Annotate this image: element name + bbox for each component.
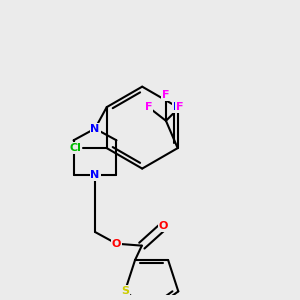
Text: N: N <box>90 124 100 134</box>
Text: F: F <box>145 102 152 112</box>
Text: O: O <box>159 221 168 231</box>
Text: N: N <box>173 102 182 112</box>
Text: N: N <box>90 170 100 180</box>
Text: F: F <box>176 102 183 112</box>
Text: O: O <box>112 239 121 249</box>
Text: S: S <box>121 286 129 296</box>
Text: Cl: Cl <box>70 143 81 153</box>
Text: F: F <box>162 90 170 100</box>
